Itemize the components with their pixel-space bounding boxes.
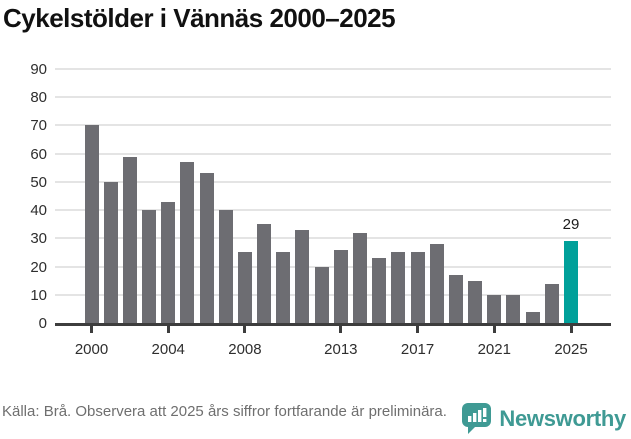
y-axis-tick-label: 80 <box>30 89 47 107</box>
bar-2002 <box>122 156 137 323</box>
x-axis-tick <box>416 326 420 333</box>
x-axis-tick-label: 2000 <box>74 341 109 358</box>
bar-2001 <box>103 181 118 323</box>
bar-2006 <box>199 173 214 323</box>
bar-2024 <box>544 283 559 323</box>
y-axis-tick-label: 30 <box>30 230 47 248</box>
x-axis-tick-label: 2021 <box>477 341 511 358</box>
bar-2005 <box>180 162 195 323</box>
x-axis-tick <box>569 326 573 333</box>
x-axis-tick <box>492 326 496 333</box>
x-axis-tick <box>243 326 247 333</box>
gridline <box>55 68 611 70</box>
bar-2007 <box>218 210 233 323</box>
x-axis-tick <box>339 326 343 333</box>
bar-2014 <box>353 232 368 323</box>
bar-2011 <box>295 229 310 323</box>
bar-2000 <box>84 125 99 323</box>
bar-2013 <box>333 249 348 323</box>
bar-2022 <box>506 294 521 323</box>
bar-2023 <box>525 311 540 323</box>
bar-2021 <box>487 294 502 323</box>
brand-name: Newsworthy <box>499 405 626 431</box>
bar-2012 <box>314 266 329 323</box>
bar-2015 <box>372 258 387 323</box>
gridline <box>55 180 611 183</box>
bar-2003 <box>142 210 157 323</box>
bar-2004 <box>161 201 176 323</box>
x-axis-tick-label: 2013 <box>324 341 358 358</box>
y-axis-tick-label: 70 <box>30 117 47 135</box>
bar-2016 <box>391 252 406 323</box>
x-axis-tick-label: 2017 <box>400 341 435 358</box>
gridline <box>55 124 611 127</box>
y-axis-tick-label: 20 <box>30 258 47 276</box>
x-axis-tick-label: 2008 <box>228 341 262 358</box>
gridline <box>55 237 611 240</box>
x-axis-tick-label: 2025 <box>554 341 588 358</box>
x-axis-tick-label: 2004 <box>151 341 185 358</box>
y-axis-tick-label: 0 <box>38 315 47 332</box>
brand-logo: Newsworthy <box>461 402 626 435</box>
y-axis-tick-label: 60 <box>30 145 47 163</box>
x-axis-tick <box>166 326 170 333</box>
plot-area <box>55 68 611 333</box>
highlight-value-label: 29 <box>562 216 580 234</box>
chart-title: Cykelstölder i Vännäs 2000–2025 <box>3 3 396 33</box>
y-axis-tick-label: 40 <box>30 202 47 220</box>
bar-2009 <box>257 224 272 323</box>
gridline <box>55 96 611 99</box>
x-axis-tick <box>90 326 93 333</box>
source-note: Källa: Brå. Observera att 2025 års siffr… <box>2 403 447 420</box>
y-axis-tick-label: 50 <box>30 173 47 191</box>
y-axis-tick-label: 10 <box>30 286 47 304</box>
y-axis-tick-label: 90 <box>30 61 47 78</box>
newsworthy-speech-bubble-chart-icon <box>461 402 492 435</box>
bar-2010 <box>276 252 291 323</box>
gridline <box>55 293 611 296</box>
bar-2019 <box>448 275 463 323</box>
bar-2025 <box>564 241 578 323</box>
bar-2017 <box>410 252 425 323</box>
gridline <box>55 152 611 155</box>
bar-2020 <box>468 280 483 323</box>
bar-2018 <box>429 243 444 323</box>
gridline <box>55 265 611 268</box>
bar-2008 <box>237 252 252 323</box>
gridline <box>55 209 611 212</box>
